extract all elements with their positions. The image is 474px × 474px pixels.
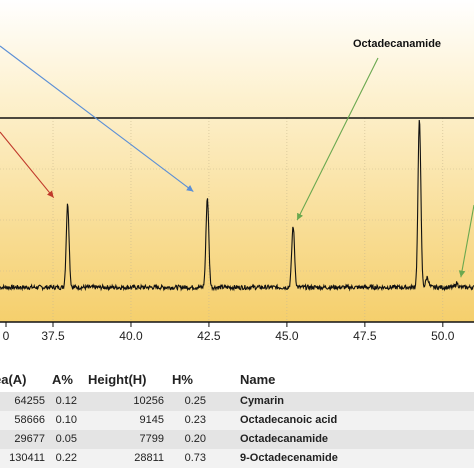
plot-background (0, 0, 474, 322)
cell-area: 130411 (9, 452, 45, 464)
annotation-label-octadecanamide: Octadecanamide (353, 38, 441, 50)
annotation-arrow (296, 57, 379, 221)
cell-name: Octadecanamide (240, 433, 329, 445)
chromatogram-trace (0, 119, 474, 292)
cell-area-pct: 0.05 (55, 433, 77, 445)
cell-height: 7799 (139, 433, 164, 445)
cell-height: 9145 (139, 414, 164, 426)
cell-height-pct: 0.20 (184, 433, 206, 445)
cell-height: 10256 (133, 395, 164, 407)
x-axis-ticks: 0 37.5 40.0 42.5 45.0 47.5 50.0 (3, 322, 455, 343)
table-row: 130411 0.22 28811 0.73 9-Octadecenamide (0, 449, 474, 468)
header-height: Height(H) (88, 372, 147, 387)
annotation-arrow (0, 45, 194, 192)
cell-area: 64255 (14, 395, 45, 407)
cell-height-pct: 0.73 (184, 452, 206, 464)
x-tick-label: 50.0 (431, 329, 455, 343)
header-area-pct: A% (52, 372, 73, 387)
header-name: Name (240, 372, 276, 387)
chromatogram-chart: 0 37.5 40.0 42.5 45.0 47.5 50.0 Octadecanamide (0, 0, 474, 343)
cell-area-pct: 0.22 (55, 452, 77, 464)
x-tick-label: 45.0 (275, 329, 299, 343)
cell-area: 29677 (14, 433, 45, 445)
cell-height-pct: 0.25 (184, 395, 206, 407)
cell-area-pct: 0.10 (55, 414, 77, 426)
cell-height-pct: 0.23 (184, 414, 206, 426)
table-row: 58666 0.10 9145 0.23 Octadecanoic acid (0, 411, 474, 430)
annotation-arrow (0, 131, 55, 199)
x-tick-label: 47.5 (353, 329, 377, 343)
annotation-arrows (0, 45, 474, 278)
x-tick-label: 37.5 (41, 329, 65, 343)
x-tick-label: 40.0 (119, 329, 143, 343)
cell-name: Cymarin (240, 395, 285, 407)
table-row: 29677 0.05 7799 0.20 Octadecanamide (0, 430, 474, 449)
peak-table: ea(A) A% Height(H) H% Name 64255 0.12 10… (0, 368, 474, 474)
cell-name: 9-Octadecenamide (240, 452, 338, 464)
table-body: 64255 0.12 10256 0.25 Cymarin 58666 0.10… (0, 392, 474, 468)
header-area: ea(A) (0, 372, 27, 387)
table-header: ea(A) A% Height(H) H% Name (0, 368, 474, 390)
cell-area-pct: 0.12 (55, 395, 77, 407)
trace-group (0, 119, 474, 292)
table-row: 64255 0.12 10256 0.25 Cymarin (0, 392, 474, 411)
grid-lines (0, 118, 474, 322)
cell-name: Octadecanoic acid (240, 414, 338, 426)
header-height-pct: H% (172, 372, 193, 387)
annotation-arrow (458, 204, 474, 278)
cell-height: 28811 (134, 452, 164, 464)
cell-area: 58666 (14, 414, 45, 426)
x-tick-label: 0 (3, 329, 10, 343)
x-tick-label: 42.5 (197, 329, 221, 343)
